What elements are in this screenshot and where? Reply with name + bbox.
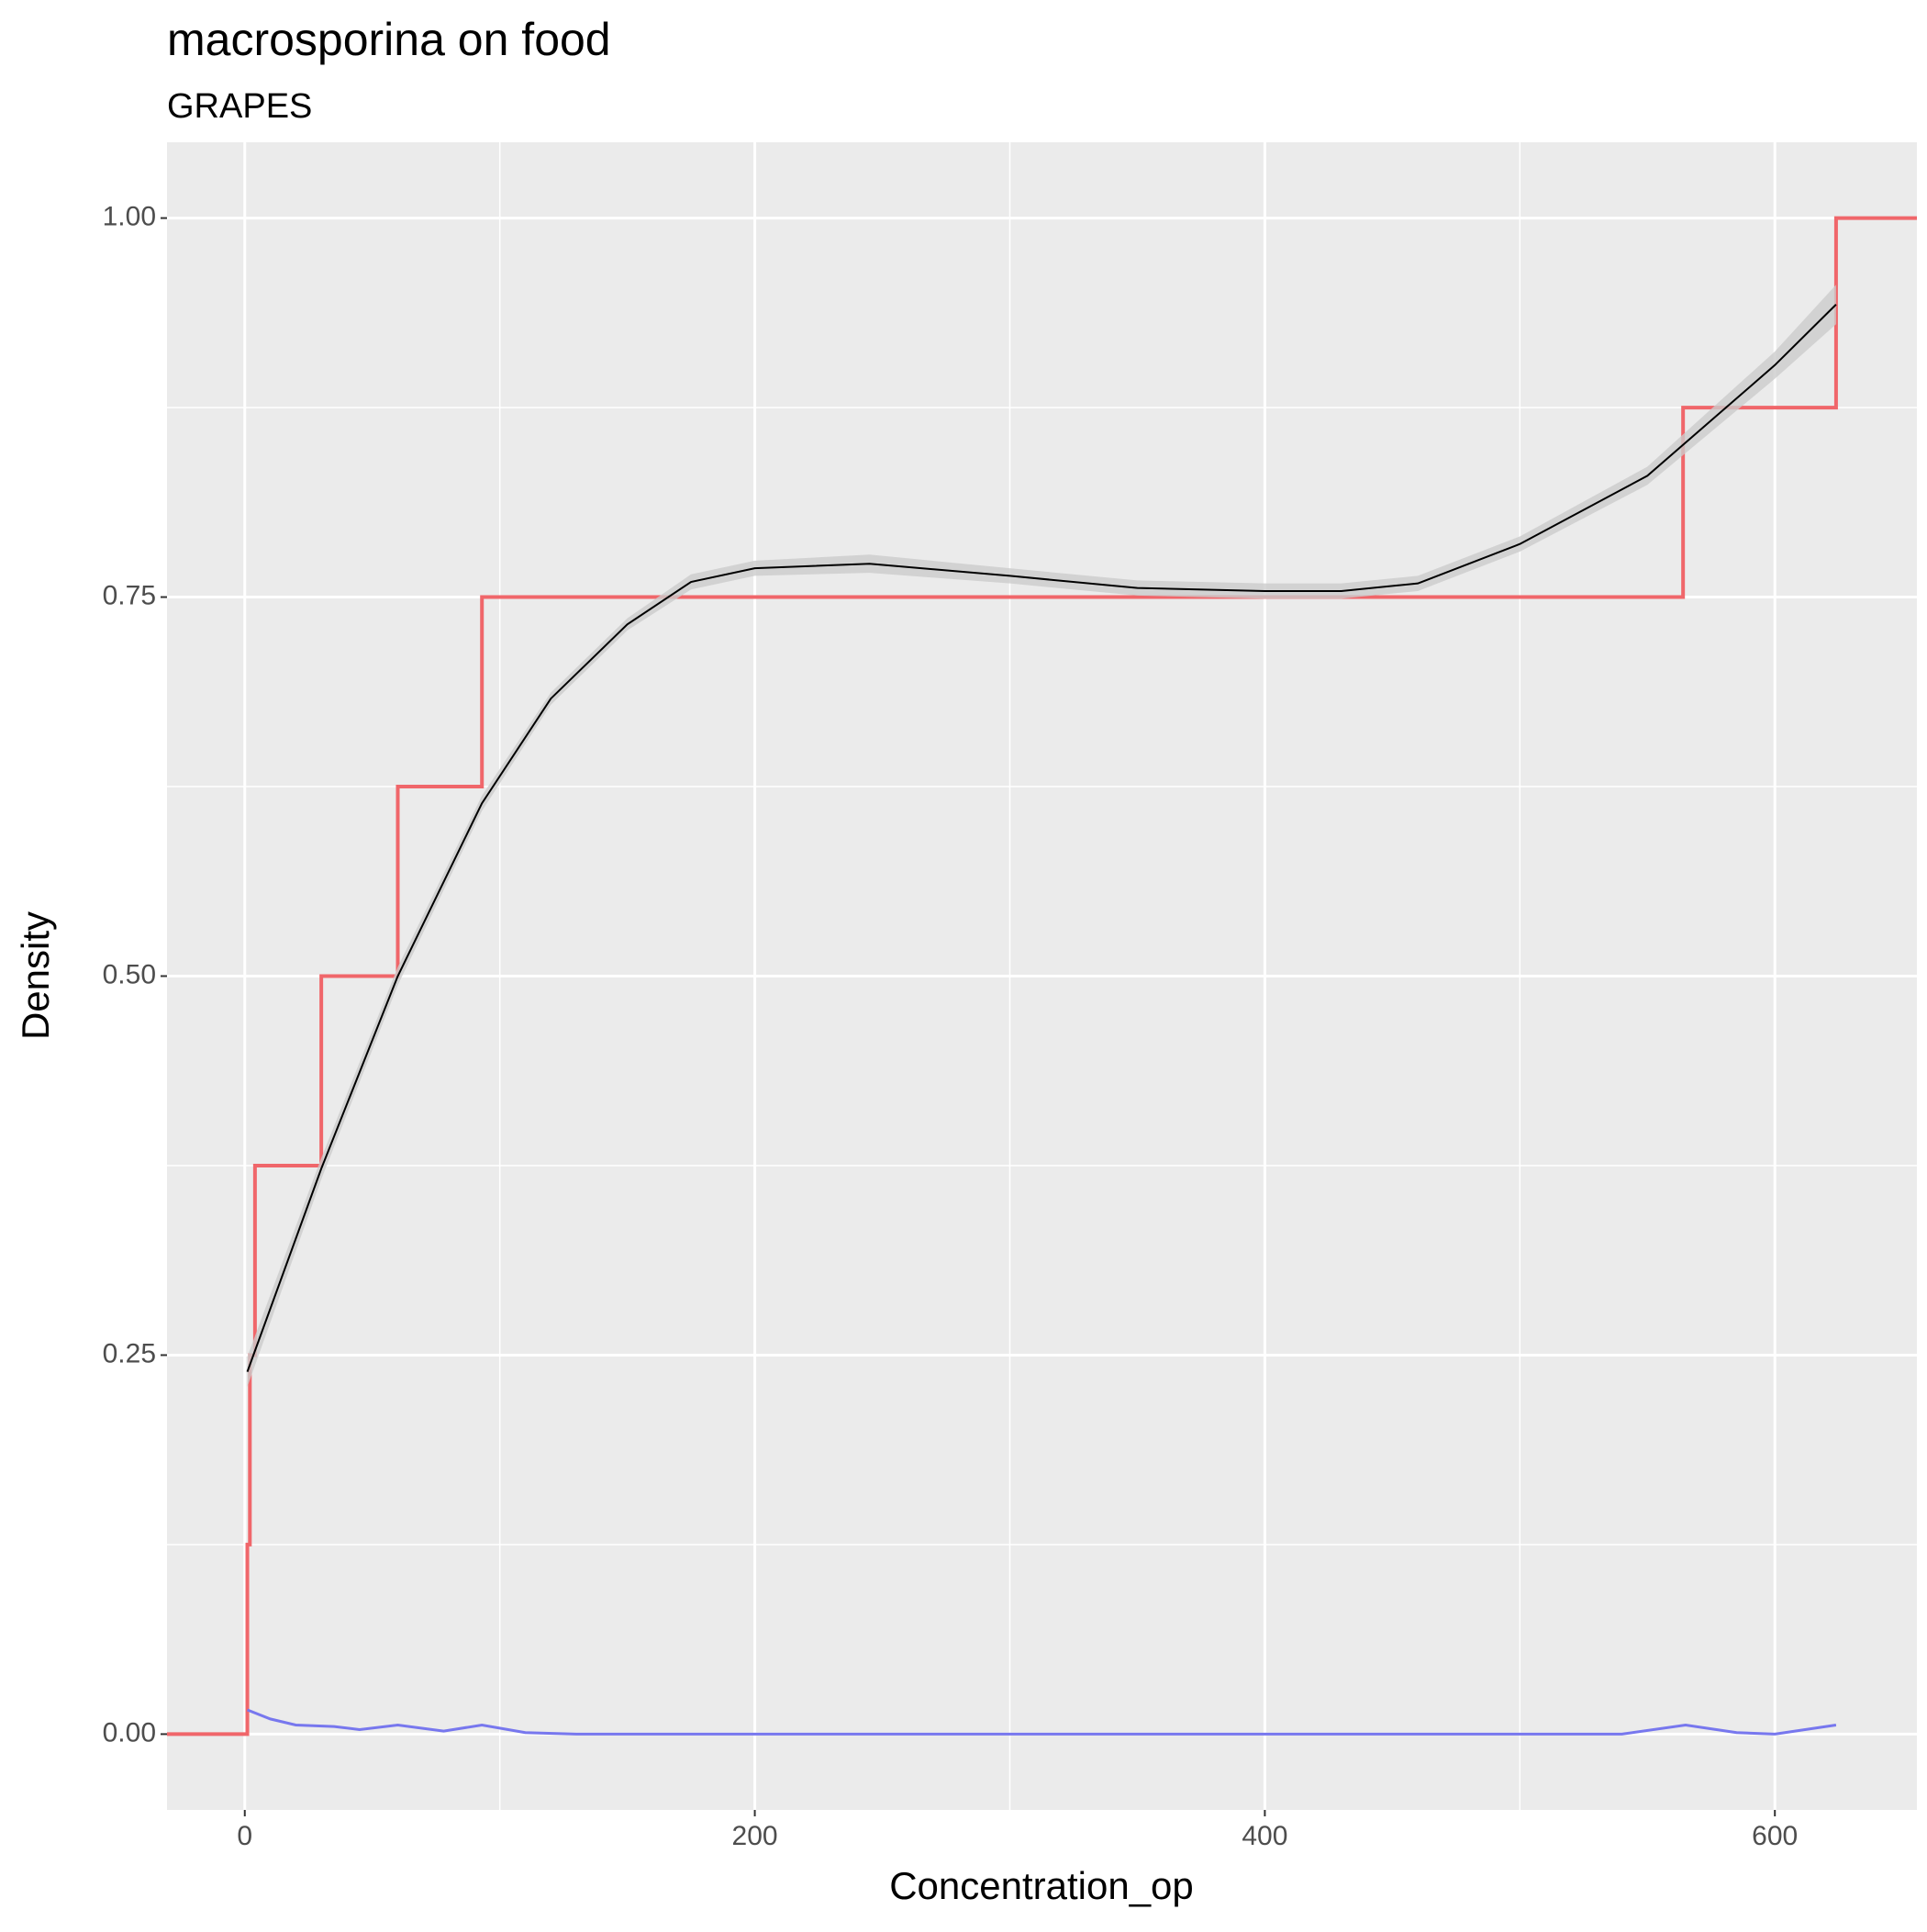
ecdf-step [167, 216, 1917, 1737]
x-tick-label: 400 [1242, 1821, 1287, 1851]
x-tick-label: 600 [1752, 1821, 1798, 1851]
y-tick-label: 0.00 [103, 1717, 156, 1748]
y-tick-label: 0.25 [103, 1338, 156, 1368]
x-tick-label: 0 [237, 1821, 252, 1851]
x-tick-label: 200 [732, 1821, 778, 1851]
density-line [246, 1708, 1837, 1736]
x-axis-title: Concentration_op [889, 1864, 1194, 1907]
y-tick-label: 0.75 [103, 580, 156, 610]
y-tick-label: 1.00 [103, 202, 156, 232]
smooth-line [246, 304, 1837, 1372]
chart-subtitle: GRAPES [167, 87, 312, 126]
chart-title: macrosporina on food [167, 14, 611, 65]
y-tick-label: 0.50 [103, 959, 156, 989]
y-axis-title: Density [14, 911, 57, 1040]
